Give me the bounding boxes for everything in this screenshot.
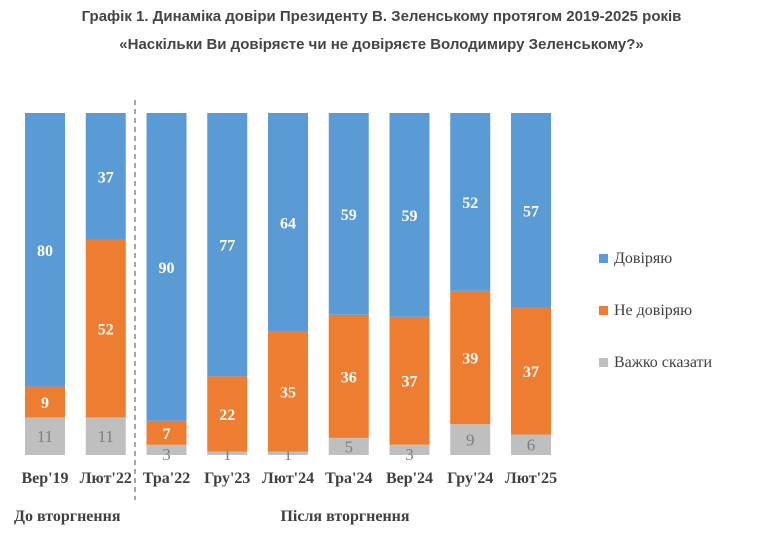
bar-segment [25,386,65,418]
x-tick-label: Лют'22 [80,470,132,487]
data-label: 37 [402,374,418,391]
data-label: 9 [466,431,475,450]
bar-segment [268,113,308,332]
legend-label: Довіряю [614,250,672,267]
data-label: 57 [523,203,539,220]
bar-segment [328,437,369,455]
bar-segment [207,376,248,452]
bar-segment [207,451,248,455]
data-label: 11 [37,427,53,446]
bar-segment [328,314,369,438]
data-label: 59 [341,207,357,224]
data-label: 7 [163,426,171,443]
data-label: 52 [462,195,478,212]
chart-subtitle: «Наскільки Ви довіряєте чи не довіряєте … [119,36,644,53]
data-label: 3 [405,445,414,464]
data-label: 1 [284,445,293,464]
bar-segment [25,113,65,387]
data-label: 22 [219,407,235,424]
data-label: 64 [280,215,296,232]
bar-segment [450,424,491,455]
bar-segment [85,113,126,240]
data-label: 90 [159,260,175,277]
bar-segment [146,113,187,421]
x-tick-label: Лют'25 [505,470,557,487]
data-label: 37 [523,364,539,381]
bar-segment [511,434,551,455]
data-label: 52 [98,321,114,338]
data-label: 5 [345,437,354,456]
bar-segment [268,331,308,452]
legend-label: Не довіряю [614,302,692,319]
data-label: 36 [341,369,357,386]
chart-title: Графік 1. Динаміка довіри Президенту В. … [81,8,682,25]
bar-segment [389,316,430,445]
bar-segment [207,113,248,377]
bar-segment [146,444,187,455]
legend-swatch [599,306,608,315]
bar-segment [450,113,491,291]
group-label: Після вторгнення [280,508,409,525]
x-tick-label: Гру'23 [204,470,250,487]
x-tick-label: Лют'24 [262,470,314,487]
data-label: 59 [402,208,418,225]
x-tick-label: Вер'19 [21,470,68,487]
data-label: 35 [280,385,296,402]
bar-segment [511,307,551,435]
data-label: 37 [98,169,114,186]
legend-label: Важко сказати [614,354,713,371]
bar-segment [146,420,187,445]
legend-swatch [599,254,608,263]
bar-segment [511,113,551,308]
bar-segment [450,290,491,425]
data-label: 11 [98,427,114,446]
data-label: 39 [462,351,478,368]
group-label: До вторгнення [14,508,121,525]
legend-swatch [599,358,608,367]
bar-segment [85,417,126,455]
x-tick-label: Тра'22 [143,470,190,487]
data-label: 1 [223,445,232,464]
bar-segment [85,239,126,418]
data-label: 6 [527,436,536,455]
data-label: 80 [37,243,53,260]
x-tick-label: Тра'24 [325,470,372,487]
x-tick-label: Вер'24 [386,470,433,487]
bar-segment [25,417,65,455]
bar-segment [389,113,430,317]
x-tick-label: Гру'24 [447,470,493,487]
data-label: 9 [41,395,49,412]
bar-segment [328,113,369,315]
data-label: 77 [219,238,235,255]
bar-segment [389,444,430,455]
data-label: 3 [162,445,171,464]
bar-segment [268,451,308,455]
